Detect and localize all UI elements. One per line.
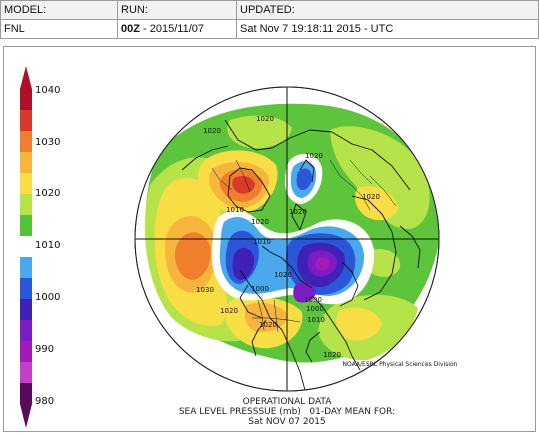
field-blue [296, 168, 312, 190]
colorbar-segment [20, 236, 32, 258]
field-lime [365, 249, 401, 277]
colorbar-tick: 1010 [35, 240, 60, 251]
colorbar-bottom-arrow [20, 404, 32, 428]
coastlines [181, 119, 421, 391]
colorbar: 1040 1030 1020 1010 1000 990 980 [20, 66, 60, 428]
colorbar-segment [20, 89, 32, 111]
contour-label: 1000 [251, 285, 269, 293]
field-yellow [336, 307, 382, 341]
field-orange [175, 232, 211, 280]
colorbar-ticks: 1040 1030 1020 1010 1000 990 980 [35, 85, 60, 407]
contour-label: 1020 [305, 152, 323, 160]
contour-label: 1020 [274, 271, 292, 279]
updated-value: Sat Nov 7 19:18:11 2015 - UTC [236, 19, 539, 39]
colorbar-segment [20, 152, 32, 174]
contour-label: 1000 [306, 305, 324, 313]
contour-label: 1000 [304, 296, 322, 304]
contour-label: 1020 [220, 307, 238, 315]
colorbar-segments [20, 89, 32, 405]
contour-label: 1010 [307, 316, 325, 324]
footer-line-2: SEA LEVEL PRESSSUE (mb) 01-DAY MEAN FOR: [179, 407, 395, 417]
contour-label: 1020 [203, 127, 221, 135]
contour-label: 1020 [289, 208, 307, 216]
header-table: MODEL: RUN: UPDATED: FNL 00Z - 2015/11/0… [0, 0, 539, 39]
colorbar-tick: 1020 [35, 188, 60, 199]
colorbar-segment [20, 383, 32, 405]
field-purple [293, 282, 316, 303]
contour-label: 1020 [362, 193, 380, 201]
colorbar-segment [20, 299, 32, 321]
colorbar-tick: 990 [35, 344, 54, 355]
run-date: - 2015/11/07 [139, 23, 204, 35]
footer-line-1: OPERATIONAL DATA [243, 397, 333, 407]
colorbar-segment [20, 131, 32, 153]
field-red [232, 176, 255, 194]
contour-label: 1030 [196, 286, 214, 294]
run-cycle: 00Z [121, 23, 140, 35]
colorbar-segment [20, 173, 32, 195]
contour-label: 1020 [256, 115, 274, 123]
colorbar-tick: 1030 [35, 137, 60, 148]
colorbar-top-arrow [20, 66, 32, 89]
model-label: MODEL: [0, 0, 118, 20]
contour-label: 1010 [226, 206, 244, 214]
colorbar-segment [20, 362, 32, 384]
field-magenta [315, 257, 330, 271]
contour-label: 1020 [323, 351, 341, 359]
footer-line-3: Sat NOV 07 2015 [248, 417, 326, 427]
credit-text: NOAA/ESRL Physical Sciences Division [343, 361, 458, 368]
map-frame [3, 46, 536, 432]
colorbar-tick: 1000 [35, 292, 60, 303]
model-value: FNL [0, 19, 118, 39]
polar-map: 1020 1020 1020 1020 1010 1020 1020 1010 … [134, 86, 458, 392]
colorbar-segment [20, 341, 32, 363]
field-lime [227, 115, 292, 149]
colorbar-segment [20, 257, 32, 279]
run-label: RUN: [117, 0, 237, 20]
footer: OPERATIONAL DATA SEA LEVEL PRESSSUE (mb)… [179, 397, 395, 427]
contour-labels: 1020 1020 1020 1020 1010 1020 1020 1010 … [196, 115, 380, 359]
colorbar-tick: 980 [35, 396, 54, 407]
colorbar-segment [20, 278, 32, 300]
contour-label: 1010 [253, 238, 271, 246]
colorbar-segment [20, 320, 32, 342]
colorbar-segment [20, 110, 32, 132]
updated-label: UPDATED: [236, 0, 539, 20]
borders [211, 159, 397, 333]
contour-label: 1020 [251, 218, 269, 226]
field-lime [330, 126, 430, 230]
colorbar-segment [20, 194, 32, 216]
field-indigo [232, 247, 255, 280]
contour-label: 1020 [259, 321, 277, 329]
colorbar-tick: 1040 [35, 85, 60, 96]
run-value: 00Z - 2015/11/07 [117, 19, 237, 39]
colorbar-segment [20, 215, 32, 237]
